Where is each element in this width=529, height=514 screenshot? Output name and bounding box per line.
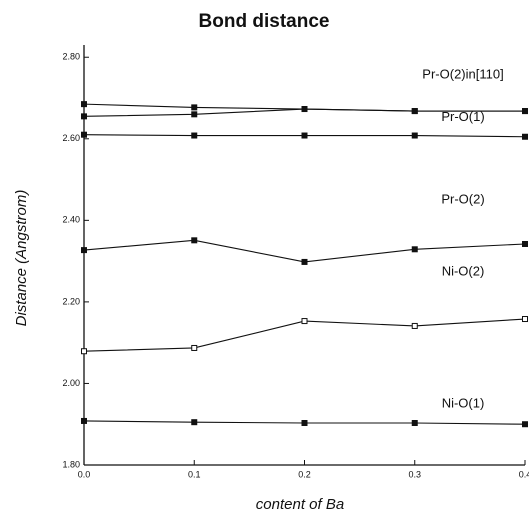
data-point	[411, 108, 418, 115]
data-point	[191, 104, 198, 111]
y-axis-label: Distance (Angstrom)	[13, 190, 30, 327]
series-label: Ni-O(2)	[442, 263, 485, 278]
data-point	[191, 344, 198, 351]
data-point	[191, 419, 198, 426]
data-point	[301, 106, 308, 113]
x-tick-label: 0.2	[298, 469, 311, 479]
y-tick-label: 2.80	[62, 52, 80, 62]
y-tick-label: 2.40	[62, 215, 80, 225]
series-label: Pr-O(2)	[441, 191, 484, 206]
data-point	[191, 237, 198, 244]
x-tick-label: 0.1	[188, 469, 201, 479]
data-point	[301, 420, 308, 426]
data-point	[411, 132, 418, 139]
data-point	[301, 132, 308, 139]
data-point	[411, 246, 418, 253]
data-point	[301, 258, 308, 265]
y-tick-label: 2.60	[62, 133, 80, 143]
data-point	[81, 131, 87, 138]
series-label: Pr-O(2)in[110]	[422, 66, 503, 81]
data-point	[522, 240, 528, 247]
data-point	[411, 420, 418, 426]
series-label: Ni-O(1)	[442, 396, 485, 411]
y-tick-label: 2.00	[62, 378, 80, 388]
data-point	[522, 316, 528, 323]
data-point	[522, 108, 528, 115]
x-tick-label: 0.3	[408, 469, 421, 479]
y-tick-label: 1.80	[62, 459, 80, 469]
data-point	[191, 111, 198, 118]
data-point	[81, 247, 87, 254]
data-point	[522, 133, 528, 140]
chart-title: Bond distance	[199, 11, 330, 32]
data-point	[301, 318, 308, 325]
data-point	[81, 417, 87, 424]
data-point	[522, 421, 528, 428]
data-point	[81, 113, 87, 120]
y-tick-label: 2.20	[62, 296, 80, 306]
data-point	[411, 322, 418, 329]
data-point	[81, 101, 87, 108]
x-tick-label: 0.0	[78, 469, 91, 479]
data-point	[191, 132, 198, 139]
x-axis-label: content of Ba	[256, 496, 344, 513]
series-label: Pr-O(1)	[441, 109, 484, 124]
x-tick-label: 0.4	[519, 469, 529, 479]
series-line	[83, 239, 526, 263]
data-point	[81, 348, 87, 355]
